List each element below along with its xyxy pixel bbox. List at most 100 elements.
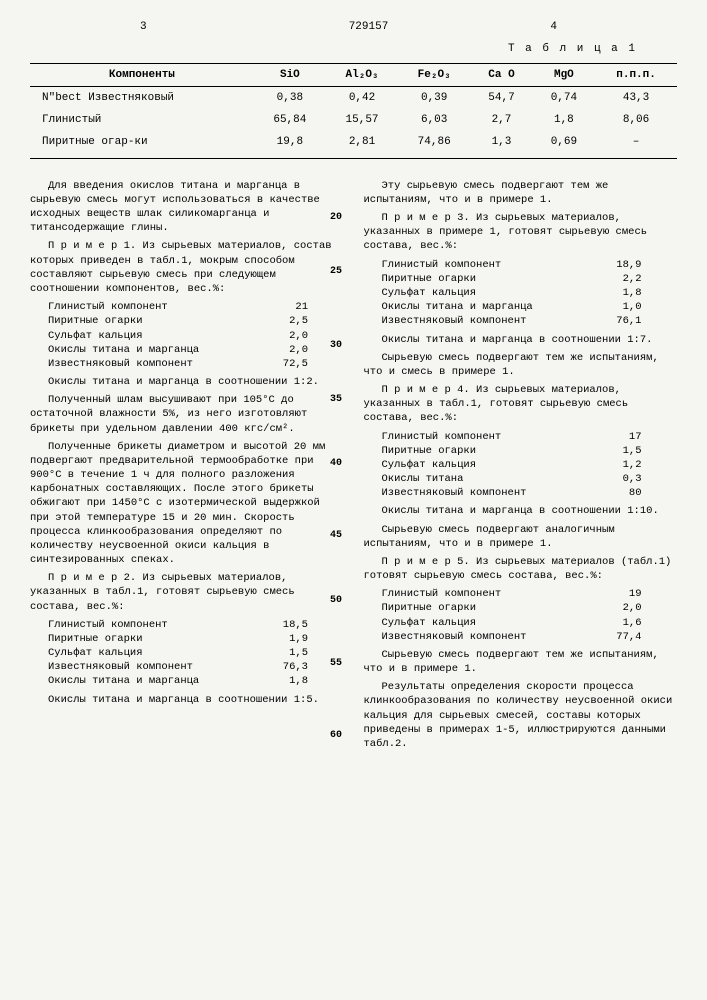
component-name: Известняковый компонент — [382, 486, 527, 500]
component-row: Пиритные огарки2,2 — [382, 272, 642, 286]
component-name: Сульфат кальция — [382, 286, 477, 300]
component-name: Глинистый компонент — [382, 430, 502, 444]
component-row: Известняковый компонент 80 — [382, 486, 642, 500]
component-row: Пиритные огарки 2,0 — [382, 601, 642, 615]
line-number: 25 — [330, 265, 342, 278]
component-name: Окислы титана и марганца — [382, 300, 533, 314]
table-cell: 0,74 — [533, 86, 595, 109]
table-cell: Глинистый — [30, 109, 254, 131]
component-name: Пиритные огарки — [382, 601, 477, 615]
component-list: Глинистый компонент 18,5Пиритные огарки1,… — [48, 618, 344, 689]
component-name: Известняковый компонент — [382, 314, 527, 328]
component-row: Окислы титана и марганца 1,0 — [382, 300, 642, 314]
table-row: Глинистый65,8415,576,032,71,88,06 — [30, 109, 677, 131]
col-header: Al₂O₃ — [326, 63, 398, 86]
component-value: 1,2 — [623, 458, 642, 472]
component-row: Сульфат кальция 2,0 — [48, 329, 308, 343]
component-row: Сульфат кальция 1,2 — [382, 458, 642, 472]
table-cell: 43,3 — [595, 86, 677, 109]
line-number: 40 — [330, 457, 342, 470]
table-cell: 1,8 — [533, 109, 595, 131]
component-row: Глинистый компонент 18,5 — [48, 618, 308, 632]
col-header: Компоненты — [30, 63, 254, 86]
component-value: 1,5 — [289, 646, 308, 660]
component-name: Окислы титана и марганца — [48, 674, 199, 688]
table-cell: N"bect Известняковый — [30, 86, 254, 109]
component-value: 1,9 — [289, 632, 308, 646]
left-column: Для введения окислов титана и марганца в… — [30, 179, 344, 755]
line-number: 55 — [330, 657, 342, 670]
paragraph: Эту сырьевую смесь подвергают тем же исп… — [364, 179, 678, 207]
component-row: Пиритные огарки2,5 — [48, 314, 308, 328]
paragraph: Окислы титана и марганца в соотношении 1… — [364, 333, 678, 347]
component-list: Глинистый компонент 18,9Пиритные огарки2,… — [382, 258, 678, 329]
component-value: 18,9 — [616, 258, 641, 272]
component-value: 1,0 — [623, 300, 642, 314]
table-header-row: Компоненты SiO Al₂O₃ Fe₂O₃ Ca O MgO п.п.… — [30, 63, 677, 86]
line-number: 60 — [330, 729, 342, 742]
component-list: Глинистый компонент19Пиритные огарки 2,0С… — [382, 587, 678, 644]
component-name: Пиритные огарки — [48, 314, 143, 328]
paragraph: Окислы титана и марганца в соотношении 1… — [30, 375, 344, 389]
component-name: Глинистый компонент — [382, 258, 502, 272]
component-value: 77,4 — [616, 630, 641, 644]
right-column: Эту сырьевую смесь подвергают тем же исп… — [364, 179, 678, 755]
table-row: Пиритные огар-ки19,82,8174,861,30,69– — [30, 131, 677, 158]
component-row: Пиритные огарки1,9 — [48, 632, 308, 646]
line-number: 35 — [330, 393, 342, 406]
body-content: 20 25 30 35 40 45 50 55 60 Для введения … — [30, 179, 677, 755]
table-cell: Пиритные огар-ки — [30, 131, 254, 158]
component-value: 76,3 — [283, 660, 308, 674]
component-name: Пиритные огарки — [382, 272, 477, 286]
line-number: 20 — [330, 211, 342, 224]
component-name: Глинистый компонент — [48, 300, 168, 314]
col-header: SiO — [254, 63, 326, 86]
component-value: 72,5 — [283, 357, 308, 371]
component-name: Окислы титана и марганца — [48, 343, 199, 357]
component-name: Пиритные огарки — [382, 444, 477, 458]
paragraph: Окислы титана и марганца в соотношении 1… — [364, 504, 678, 518]
component-name: Известняковый компонент — [48, 357, 193, 371]
table-cell: – — [595, 131, 677, 158]
component-value: 2,0 — [289, 329, 308, 343]
component-row: Известняковый компонент77,4 — [382, 630, 642, 644]
table-cell: 19,8 — [254, 131, 326, 158]
component-row: Глинистый компонент 18,9 — [382, 258, 642, 272]
component-value: 1,5 — [623, 444, 642, 458]
doc-number: 729157 — [349, 20, 389, 34]
component-value: 1,8 — [289, 674, 308, 688]
line-number: 45 — [330, 529, 342, 542]
component-value: 17 — [629, 430, 642, 444]
paragraph: Окислы титана и марганца в соотношении 1… — [30, 693, 344, 707]
col-header: Fe₂O₃ — [398, 63, 470, 86]
composition-table: Компоненты SiO Al₂O₃ Fe₂O₃ Ca O MgO п.п.… — [30, 63, 677, 159]
component-row: Окислы титана0,3 — [382, 472, 642, 486]
paragraph: П р и м е р 3. Из сырьевых материалов, у… — [364, 211, 678, 254]
component-row: Известняковый компонент 72,5 — [48, 357, 308, 371]
component-row: Глинистый компонент 21 — [48, 300, 308, 314]
component-name: Сульфат кальция — [48, 329, 143, 343]
paragraph: П р и м е р 5. Из сырьевых материалов (т… — [364, 555, 678, 583]
table-cell: 0,42 — [326, 86, 398, 109]
component-row: Глинистый компонент19 — [382, 587, 642, 601]
table-cell: 6,03 — [398, 109, 470, 131]
component-name: Глинистый компонент — [48, 618, 168, 632]
component-value: 1,8 — [623, 286, 642, 300]
component-name: Сульфат кальция — [382, 458, 477, 472]
component-value: 21 — [295, 300, 308, 314]
component-value: 1,6 — [623, 616, 642, 630]
paragraph: Сырьевую смесь подвергают аналогичным ис… — [364, 523, 678, 551]
table-row: N"bect Известняковый0,380,420,3954,70,74… — [30, 86, 677, 109]
page-header: 3 729157 4 — [30, 20, 677, 34]
paragraph: П р и м е р 1. Из сырьевых материалов, с… — [30, 239, 344, 296]
component-value: 2,0 — [623, 601, 642, 615]
table-cell: 74,86 — [398, 131, 470, 158]
component-value: 18,5 — [283, 618, 308, 632]
component-value: 19 — [629, 587, 642, 601]
table-cell: 1,3 — [470, 131, 532, 158]
component-value: 80 — [629, 486, 642, 500]
component-row: Известняковый компонент76,3 — [48, 660, 308, 674]
component-row: Сульфат кальция1,6 — [382, 616, 642, 630]
component-row: Сульфат кальция1,5 — [48, 646, 308, 660]
page-num-right: 4 — [550, 20, 557, 34]
